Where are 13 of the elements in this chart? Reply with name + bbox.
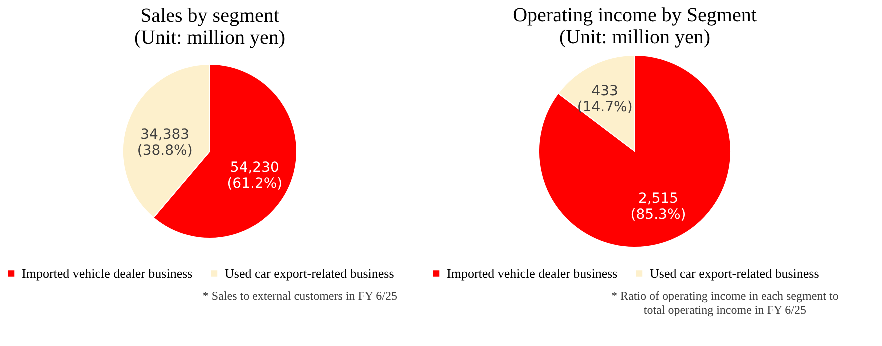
- text: * Ratio of operating income in each segment to total operating income in FY 6/25: [612, 289, 839, 317]
- text: * Sales to external customers in FY 6/25: [202, 289, 398, 303]
- data-label: 34,383 (38.8%): [137, 127, 193, 160]
- data-label: 433 (14.7%): [577, 83, 633, 116]
- chart-title: Sales by segment (Unit: million yen): [134, 5, 286, 49]
- legend-label: Imported vehicle dealer business: [447, 266, 618, 281]
- data-label: 2,515 (85.3%): [630, 190, 686, 223]
- legend-label: Used car export-related business: [225, 266, 394, 281]
- legend-label: Imported vehicle dealer business: [22, 266, 193, 281]
- data-label: 54,230 (61.2%): [227, 160, 283, 192]
- legend-label: Used car export-related business: [650, 266, 820, 281]
- chart-title: Operating income by Segment (Unit: million yen): [513, 4, 758, 48]
- pie-slice: [538, 55, 732, 248]
